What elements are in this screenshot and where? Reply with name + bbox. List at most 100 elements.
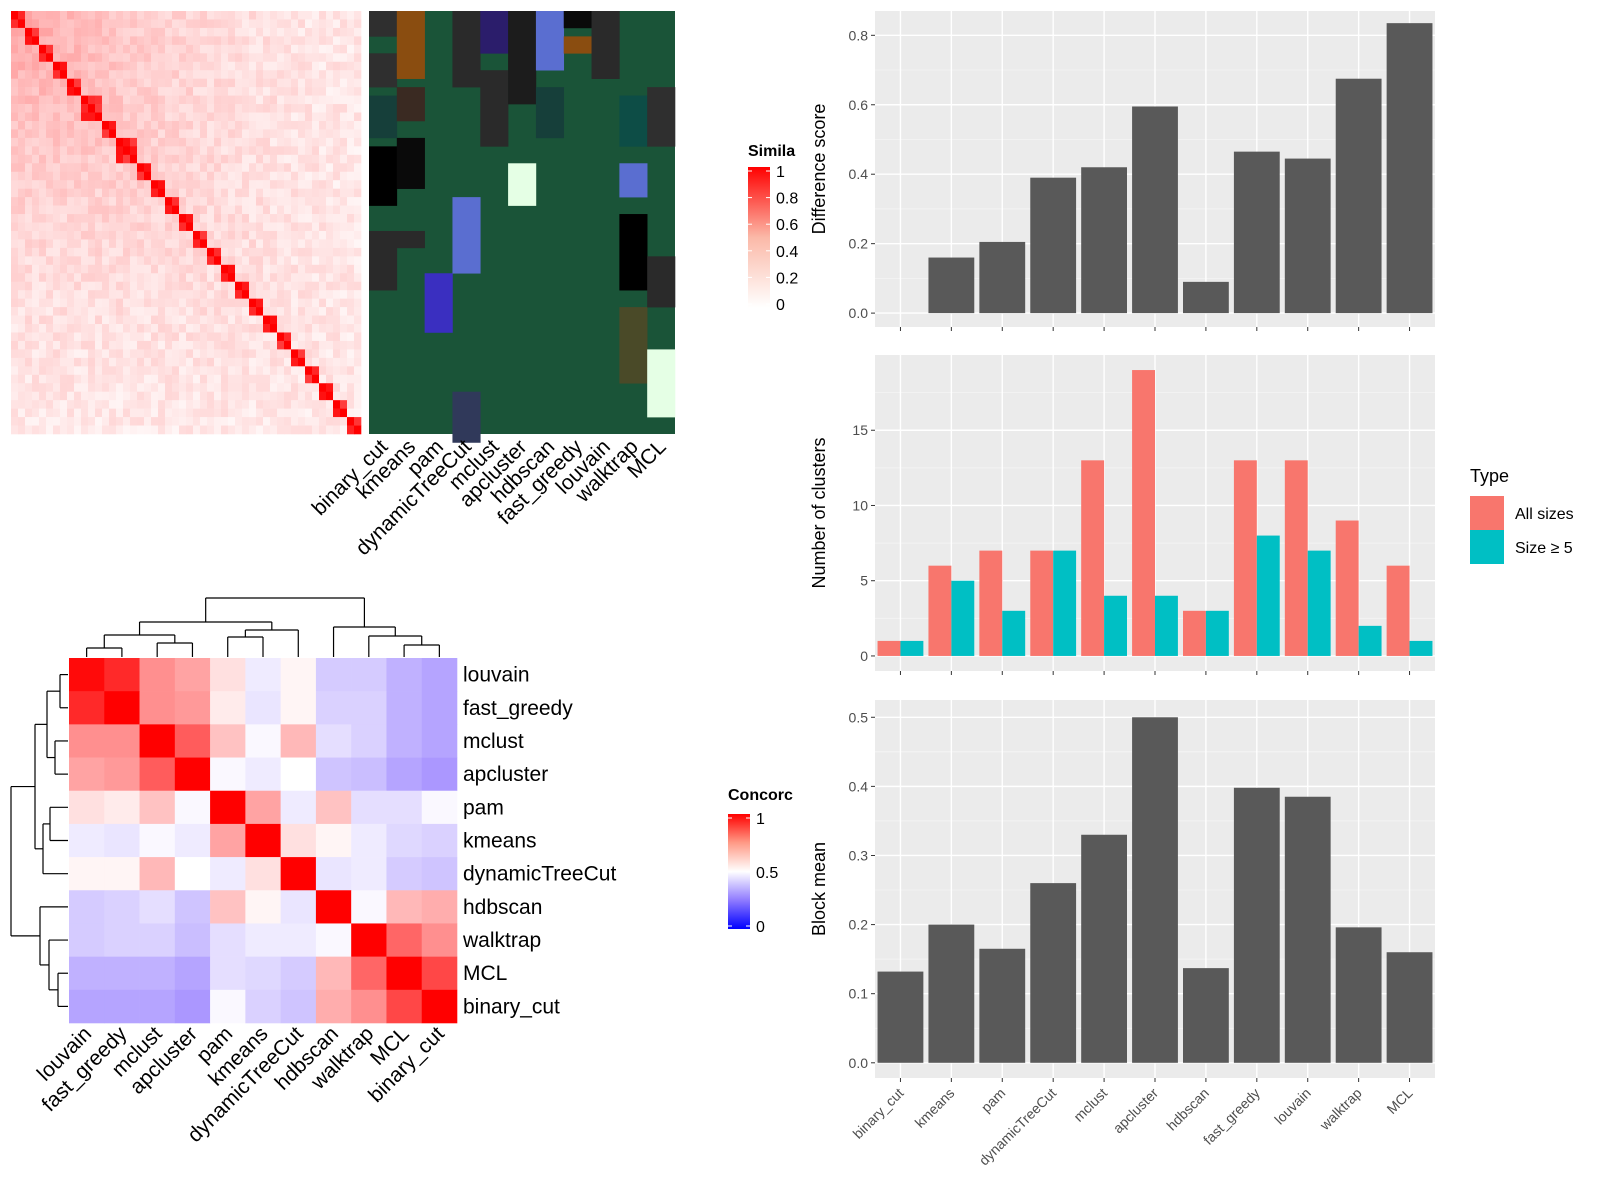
similarity-cell — [312, 53, 320, 63]
similarity-cell — [53, 137, 61, 147]
similarity-cell — [214, 197, 222, 206]
similarity-cell — [144, 230, 152, 240]
similarity-cell — [347, 332, 355, 342]
similarity-cell — [235, 281, 243, 291]
similarity-cell — [270, 340, 278, 350]
similarity-cell — [312, 349, 320, 359]
similarity-cell — [214, 222, 222, 232]
similarity-cell — [123, 357, 131, 367]
similarity-cell — [228, 307, 236, 316]
similarity-cell — [354, 324, 362, 333]
similarity-cell — [11, 273, 19, 283]
similarity-cell — [179, 70, 187, 79]
similarity-cell — [312, 324, 320, 333]
similarity-cell — [312, 239, 320, 249]
concordance-cell — [210, 790, 246, 825]
similarity-cell — [39, 332, 47, 342]
similarity-cell — [95, 315, 103, 325]
similarity-cell — [305, 307, 313, 316]
similarity-cell — [81, 112, 89, 122]
similarity-cell — [186, 239, 194, 249]
membership-cell — [619, 95, 648, 147]
similarity-cell — [158, 180, 166, 189]
similarity-cell — [32, 383, 40, 392]
similarity-cell — [109, 120, 117, 130]
similarity-cell — [193, 61, 201, 71]
similarity-cell — [221, 315, 229, 325]
similarity-cell — [25, 197, 33, 206]
similarity-cell — [200, 87, 208, 96]
similarity-cell — [291, 146, 299, 156]
similarity-cell — [53, 332, 61, 342]
similarity-cell — [298, 11, 306, 20]
similarity-cell — [74, 205, 82, 215]
similarity-cell — [165, 188, 173, 198]
similarity-cell — [11, 61, 19, 71]
similarity-cell — [102, 417, 110, 426]
similarity-cell — [340, 230, 348, 240]
similarity-cell — [39, 205, 47, 215]
similarity-cell — [242, 340, 250, 350]
similarity-cell — [235, 366, 243, 376]
similarity-cell — [81, 256, 89, 266]
similarity-cell — [186, 400, 194, 409]
similarity-cell — [193, 307, 201, 316]
similarity-cell — [123, 163, 131, 173]
similarity-cell — [137, 137, 145, 147]
similarity-cell — [207, 281, 215, 291]
similarity-cell — [102, 332, 110, 342]
similarity-cell — [214, 239, 222, 249]
similarity-cell — [242, 78, 250, 88]
similarity-cell — [165, 53, 173, 63]
similarity-cell — [60, 340, 68, 350]
similarity-cell — [95, 120, 103, 130]
similarity-cell — [221, 44, 229, 54]
similarity-cell — [256, 61, 264, 71]
similarity-cell — [298, 383, 306, 392]
similarity-cell — [144, 264, 152, 274]
similarity-cell — [179, 357, 187, 367]
similarity-cell — [291, 264, 299, 274]
similarity-cell — [200, 154, 208, 164]
similarity-cell — [67, 417, 75, 426]
similarity-cell — [214, 273, 222, 283]
similarity-cell — [284, 349, 292, 359]
similarity-cell — [256, 417, 264, 426]
similarity-cell — [74, 273, 82, 283]
similarity-cell — [46, 78, 54, 88]
similarity-cell — [305, 315, 313, 325]
similarity-cell — [25, 408, 33, 418]
similarity-cell — [235, 222, 243, 232]
similarity-cell — [60, 256, 68, 266]
similarity-cell — [354, 230, 362, 240]
similarity-legend-label: 0.6 — [776, 217, 798, 234]
similarity-cell — [193, 27, 201, 37]
similarity-cell — [130, 425, 138, 435]
similarity-cell — [102, 357, 110, 367]
similarity-cell — [277, 19, 285, 29]
similarity-cell — [88, 70, 96, 79]
similarity-cell — [270, 408, 278, 418]
similarity-cell — [32, 95, 40, 105]
similarity-cell — [242, 180, 250, 189]
similarity-cell — [193, 171, 201, 181]
similarity-cell — [326, 53, 334, 63]
similarity-cell — [144, 408, 152, 418]
similarity-cell — [214, 349, 222, 359]
legend-label-size-ge5: Size ≥ 5 — [1515, 540, 1573, 557]
similarity-cell — [242, 11, 250, 20]
similarity-cell — [18, 112, 26, 122]
concordance-cell — [421, 956, 458, 991]
similarity-cell — [179, 36, 187, 46]
similarity-cell — [137, 36, 145, 46]
similarity-cell — [39, 290, 47, 299]
similarity-cell — [25, 188, 33, 198]
similarity-cell — [256, 120, 264, 130]
similarity-cell — [137, 95, 145, 105]
similarity-cell — [60, 137, 68, 147]
similarity-cell — [60, 273, 68, 283]
similarity-cell — [228, 104, 236, 113]
similarity-cell — [228, 383, 236, 392]
similarity-cell — [172, 425, 180, 435]
